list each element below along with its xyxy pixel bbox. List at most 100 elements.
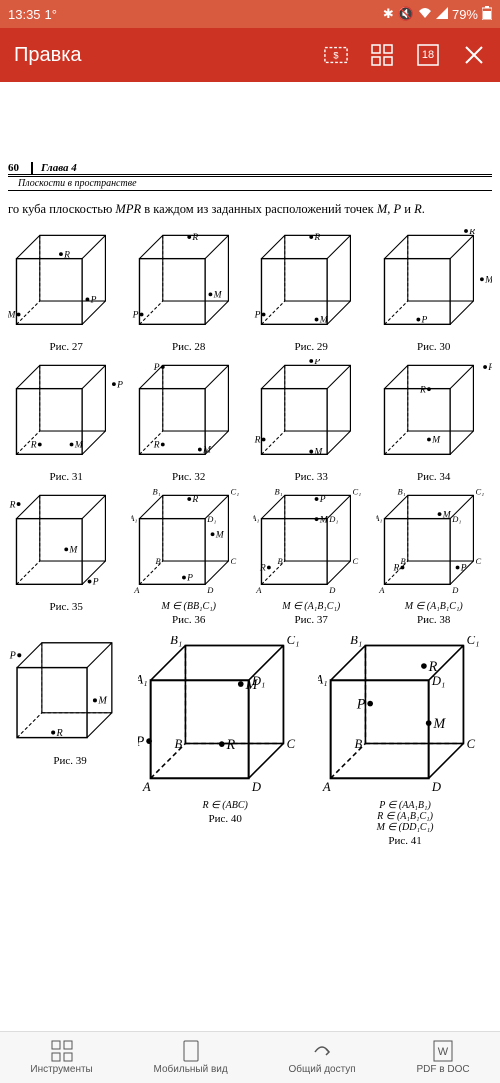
svg-text:P: P — [116, 380, 123, 390]
temperature: 1° — [45, 7, 57, 22]
bottom-nav: Инструменты Мобильный вид Общий доступ W… — [0, 1031, 500, 1083]
svg-text:R: R — [259, 564, 266, 574]
nav-mobile[interactable]: Мобильный вид — [154, 1040, 228, 1075]
svg-text:R: R — [30, 441, 37, 451]
svg-text:R: R — [56, 728, 64, 739]
figure-cell: ABCDA₁B₁C₁D₁RMPM ∈ (BB₁C₁)Рис. 36 — [131, 489, 248, 626]
svg-text:A: A — [378, 585, 385, 595]
svg-text:M: M — [441, 510, 451, 520]
svg-text:R: R — [392, 564, 399, 574]
svg-text:B: B — [400, 556, 405, 566]
figure-note: R ∈ (ABC) — [138, 800, 312, 811]
svg-text:P: P — [131, 311, 138, 321]
battery-icon — [482, 6, 492, 23]
svg-text:R: R — [428, 659, 438, 675]
svg-text:R: R — [226, 737, 236, 753]
svg-text:P: P — [92, 578, 99, 588]
svg-text:P: P — [254, 311, 261, 321]
nav-pdf-label: PDF в DOC — [417, 1064, 470, 1075]
problem-text: го куба плоскостью MPR в каждом из задан… — [8, 201, 492, 217]
figure-label: Рис. 33 — [253, 471, 370, 483]
svg-text:C₁: C₁ — [353, 489, 362, 496]
figure-cell: PRMРис. 33 — [253, 359, 370, 483]
svg-text:A₁: A₁ — [138, 672, 147, 686]
svg-text:R: R — [63, 251, 70, 261]
svg-text:M: M — [97, 696, 107, 707]
figure-label: Рис. 37 — [253, 614, 370, 626]
svg-text:A₁: A₁ — [318, 672, 327, 686]
app-actions: $ 18 — [324, 43, 486, 67]
svg-text:P: P — [313, 359, 320, 367]
mute-icon: 🔇 — [398, 6, 414, 22]
svg-text:M: M — [8, 311, 16, 321]
chapter-label: Глава 4 — [31, 162, 77, 174]
wifi-icon — [418, 7, 432, 22]
app-title: Правка — [14, 44, 82, 67]
svg-text:P: P — [420, 316, 427, 326]
word-icon: W — [432, 1040, 454, 1062]
svg-text:M: M — [214, 531, 224, 541]
figure-label: Рис. 41 — [318, 835, 492, 847]
figure-cell: RMPРис. 35 — [8, 489, 125, 626]
svg-text:A₁: A₁ — [131, 513, 137, 523]
figure-cell: PMRРис. 39 — [8, 636, 132, 847]
svg-text:R: R — [152, 441, 159, 451]
nav-mobile-label: Мобильный вид — [154, 1064, 228, 1075]
svg-text:R: R — [313, 233, 320, 243]
svg-text:B: B — [355, 737, 363, 751]
svg-text:A: A — [133, 585, 140, 595]
svg-text:P: P — [487, 363, 492, 373]
figure-cell: ABCDA₁B₁C₁D₁RPMP ∈ (AA₁B₁)R ∈ (A₁B₁C₁)M … — [318, 636, 492, 847]
svg-text:W: W — [438, 1046, 449, 1058]
svg-text:D: D — [431, 780, 441, 794]
svg-text:D₁: D₁ — [206, 514, 216, 524]
figure-label: Рис. 30 — [376, 341, 493, 353]
svg-text:$: $ — [333, 51, 338, 61]
svg-text:B₁: B₁ — [170, 636, 182, 647]
page-badge[interactable]: 18 — [416, 43, 440, 67]
grid-icon[interactable] — [370, 43, 394, 67]
close-icon[interactable] — [462, 43, 486, 67]
figure-cell: PRMРис. 34 — [376, 359, 493, 483]
figure-grid: RPMРис. 27RMPРис. 28RPMРис. 29RMPРис. 30… — [8, 229, 492, 626]
svg-text:C₁: C₁ — [230, 489, 239, 496]
figure-note: M ∈ (BB₁C₁) — [131, 601, 248, 612]
svg-text:R: R — [191, 495, 198, 505]
svg-text:M: M — [319, 316, 329, 326]
svg-text:R: R — [191, 233, 198, 243]
figure-label: Рис. 27 — [8, 341, 125, 353]
figure-label: Рис. 39 — [8, 755, 132, 767]
figure-cell: R P M Рис. 27 — [8, 229, 125, 353]
figure-note: P ∈ (AA₁B₁)R ∈ (A₁B₁C₁)M ∈ (DD₁C₁) — [318, 800, 492, 833]
svg-text:P: P — [90, 296, 97, 306]
nav-tools[interactable]: Инструменты — [30, 1040, 92, 1075]
figure-note: M ∈ (A₁B₁C₁) — [253, 601, 370, 612]
page-badge-num: 18 — [422, 49, 434, 61]
share-icon — [311, 1040, 333, 1062]
ticket-icon[interactable]: $ — [324, 43, 348, 67]
page-header: 60 Глава 4 — [8, 162, 492, 175]
svg-text:B: B — [175, 737, 183, 751]
svg-text:R: R — [254, 436, 261, 446]
figure-label: Рис. 34 — [376, 471, 493, 483]
svg-text:R: R — [9, 500, 16, 510]
svg-text:R: R — [468, 229, 475, 237]
svg-text:B: B — [277, 556, 282, 566]
svg-text:P: P — [186, 574, 193, 584]
svg-text:M: M — [202, 446, 212, 456]
nav-pdf[interactable]: W PDF в DOC — [417, 1040, 470, 1075]
figure-cell: ABCDA₁B₁C₁D₁MRPM ∈ (A₁B₁C₁)Рис. 38 — [376, 489, 493, 626]
battery-text: 79% — [452, 7, 478, 22]
svg-text:D: D — [251, 780, 261, 794]
svg-text:M: M — [245, 677, 259, 693]
signal-icon — [436, 7, 448, 22]
svg-text:P: P — [152, 363, 159, 373]
svg-text:A: A — [142, 780, 151, 794]
figure-cell: PMRРис. 31 — [8, 359, 125, 483]
figure-label: Рис. 40 — [138, 813, 312, 825]
section-title: Плоскости в пространстве — [8, 176, 492, 191]
svg-text:A: A — [322, 780, 331, 794]
svg-text:B₁: B₁ — [275, 489, 283, 496]
svg-text:P: P — [319, 495, 326, 505]
nav-share[interactable]: Общий доступ — [289, 1040, 356, 1075]
